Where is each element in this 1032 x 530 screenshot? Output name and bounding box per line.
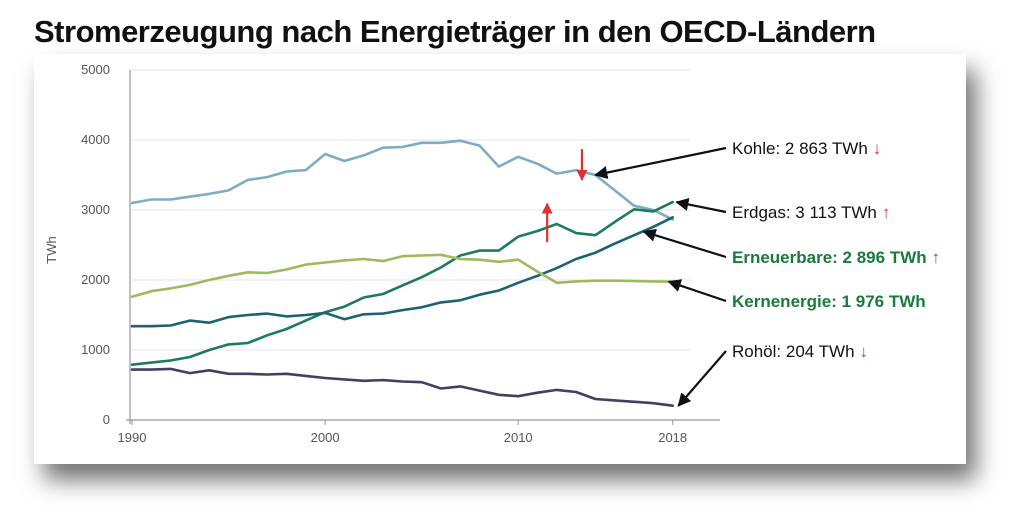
annotations: Kohle: 2 863 TWh ↓Erdgas: 3 113 TWh ↑Erneu… xyxy=(541,139,940,407)
axes: 0 1000 2000 3000 4000 5000 1990 2000 2010 2018 TWh xyxy=(44,62,720,445)
annotation-arrow-kohle xyxy=(594,146,727,180)
annotation-arrow-kernenergie xyxy=(667,279,727,303)
y-tick-label: 2000 xyxy=(81,272,110,287)
series-line-erdgas xyxy=(130,200,675,367)
x-tick-label: 1990 xyxy=(118,430,147,445)
trend-arrow-rohoel: ↓ xyxy=(860,342,869,361)
series-line-erneuerbare xyxy=(130,216,675,328)
y-tick-label: 5000 xyxy=(81,62,110,77)
trend-arrow-erneuerbare: ↑ xyxy=(932,248,941,267)
y-axis-label: TWh xyxy=(44,236,59,263)
y-tick-label: 0 xyxy=(103,412,110,427)
y-tick-label: 1000 xyxy=(81,342,110,357)
trend-arrow-erdgas: ↑ xyxy=(882,203,891,222)
annotation-label-kohle: Kohle: 2 863 TWh xyxy=(732,139,868,158)
x-tick-label: 2018 xyxy=(658,430,687,445)
chart-card: 0 1000 2000 3000 4000 5000 1990 2000 2010 2018 TWh… xyxy=(34,54,966,464)
x-tick-label: 2000 xyxy=(311,430,340,445)
series-lines xyxy=(130,139,675,408)
annotation-label-erneuerbare: Erneuerbare: 2 896 TWh xyxy=(732,248,927,267)
annotation-kernenergie: Kernenergie: 1 976 TWh xyxy=(732,292,926,311)
page-title: Stromerzeugung nach Energieträger in den… xyxy=(34,14,876,49)
annotation-label-kernenergie: Kernenergie: 1 976 TWh xyxy=(732,292,926,311)
annotation-arrow-erneuerbare xyxy=(642,228,727,259)
line-chart: 0 1000 2000 3000 4000 5000 1990 2000 2010 2018 TWh… xyxy=(44,62,940,445)
series-line-kernenergie xyxy=(130,253,675,299)
series-line-rohoel xyxy=(130,367,675,408)
x-tick-label: 2010 xyxy=(504,430,533,445)
annotation-erneuerbare: Erneuerbare: 2 896 TWh ↑ xyxy=(732,248,940,267)
y-tick-label: 4000 xyxy=(81,132,110,147)
annotation-arrow-erdgas xyxy=(675,197,727,214)
annotation-kohle: Kohle: 2 863 TWh ↓ xyxy=(732,139,881,158)
y-tick-label: 3000 xyxy=(81,202,110,217)
annotation-erdgas: Erdgas: 3 113 TWh ↑ xyxy=(732,203,890,222)
annotation-arrow-rohoel xyxy=(677,350,727,407)
annotation-rohoel: Rohöl: 204 TWh ↓ xyxy=(732,342,868,361)
annotation-label-erdgas: Erdgas: 3 113 TWh xyxy=(732,203,877,222)
series-line-kohle xyxy=(130,139,675,221)
trend-arrow-kohle: ↓ xyxy=(873,139,882,158)
annotation-label-rohoel: Rohöl: 204 TWh xyxy=(732,342,855,361)
